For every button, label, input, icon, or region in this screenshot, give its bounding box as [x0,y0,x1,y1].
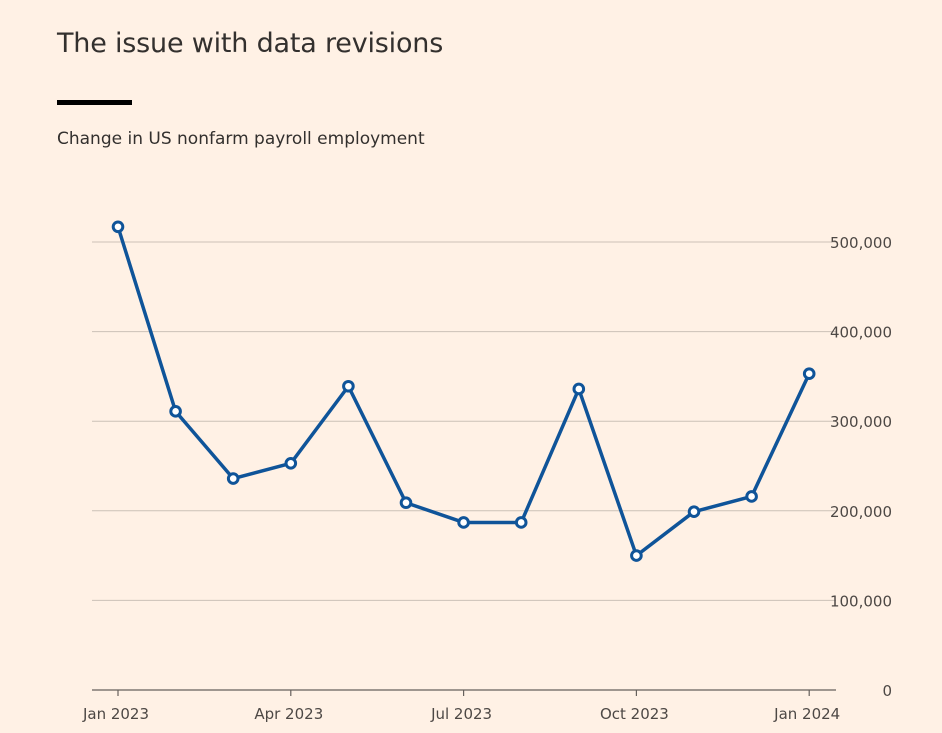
series-layer [111,220,816,562]
x-tick-label: Jan 2024 [773,705,840,723]
data-point [802,367,816,381]
x-tick-label: Oct 2023 [600,705,669,723]
data-point [226,472,240,485]
data-point [342,379,355,393]
data-point [572,382,586,396]
y-tick-label: 100,000 [830,592,892,610]
series-line [116,225,811,558]
data-point [284,457,298,470]
y-tick-label: 200,000 [830,503,892,521]
x-axis: Jan 2023 Apr 2023 Jul 2023 Oct 2023 Jan 2024 [82,689,840,723]
data-point [687,505,701,518]
data-point [514,516,528,529]
x-tick-label: Jul 2023 [430,705,492,723]
data-point [745,490,758,503]
chart-title: The issue with data revisions [57,28,444,59]
y-axis-labels: 0 100,000 200,000 300,000 400,000 500,000 [830,234,892,700]
y-tick-label: 500,000 [830,234,892,252]
data-point [111,220,125,234]
data-point [457,516,470,529]
data-point [630,549,643,562]
data-point [399,496,413,510]
x-tick-label: Jan 2023 [82,705,149,723]
data-point [169,405,182,418]
title-rule [57,100,132,105]
y-tick-label: 0 [882,682,892,700]
x-tick-label: Apr 2023 [254,705,323,723]
y-tick-label: 300,000 [830,413,892,431]
y-tick-label: 400,000 [830,324,892,342]
gridlines [92,241,836,601]
chart-subtitle: Change in US nonfarm payroll employment [57,129,425,149]
